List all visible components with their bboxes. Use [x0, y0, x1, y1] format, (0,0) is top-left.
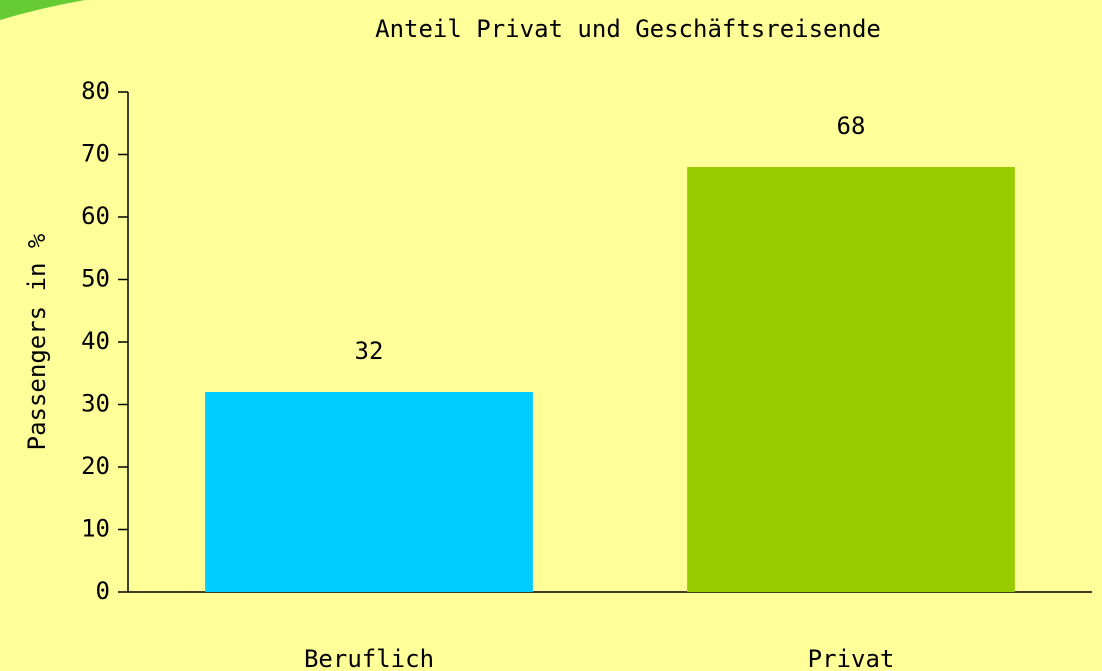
y-tick-label: 10: [81, 515, 110, 543]
y-tick-label: 50: [81, 265, 110, 293]
corner-decoration: [0, 0, 85, 20]
value-label: 68: [837, 112, 866, 140]
x-tick-label: Privat: [808, 645, 895, 671]
value-label: 32: [355, 337, 384, 365]
bar: [205, 392, 533, 592]
y-tick-label: 40: [81, 327, 110, 355]
y-tick-label: 60: [81, 202, 110, 230]
y-tick-label: 80: [81, 77, 110, 105]
y-axis-label: Passengers in %: [23, 233, 51, 450]
y-tick-label: 0: [96, 577, 110, 605]
chart-title: Anteil Privat und Geschäftsreisende: [375, 15, 881, 43]
y-tick-label: 30: [81, 390, 110, 418]
bar: [687, 167, 1015, 592]
x-tick-label: Beruflich: [304, 645, 434, 671]
y-tick-label: 20: [81, 452, 110, 480]
y-tick-label: 70: [81, 140, 110, 168]
